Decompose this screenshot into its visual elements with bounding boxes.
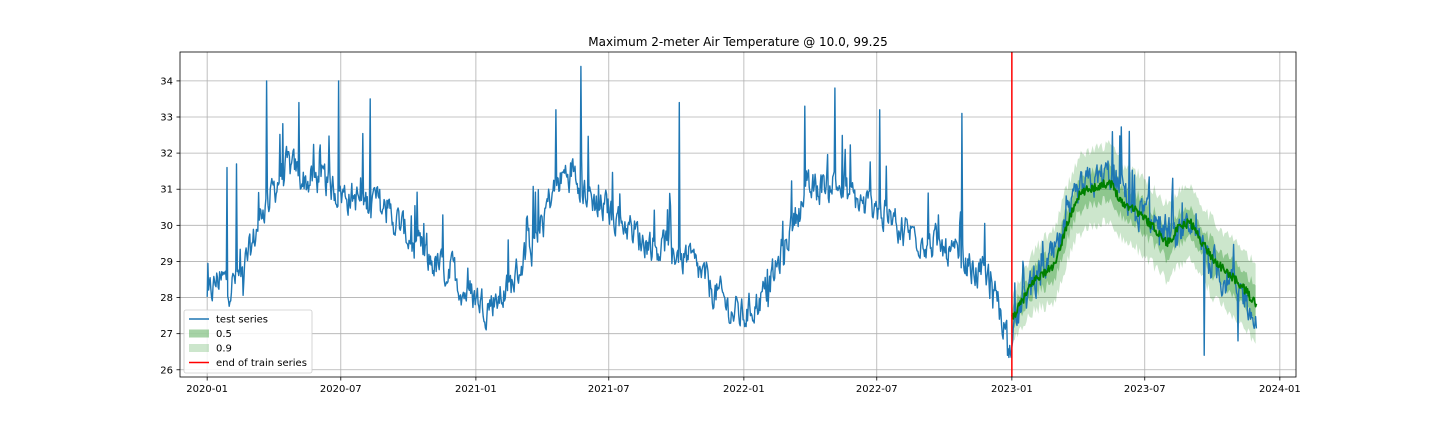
x-tick-label-7: 2023-07 [1124, 384, 1166, 395]
median-forecast-line [1011, 179, 1258, 320]
y-tick-label-0: 26 [160, 365, 173, 376]
x-tick-label-2: 2021-01 [455, 384, 497, 395]
x-tick-label-6: 2023-01 [991, 384, 1033, 395]
legend-label-3: end of train series [216, 358, 307, 369]
series-lines [206, 65, 1258, 359]
y-tick-label-4: 30 [160, 221, 173, 232]
legend: test series 0.5 0.9 end of train series [183, 309, 313, 374]
legend-label-1: 0.5 [216, 329, 232, 340]
y-tick-label-2: 28 [160, 293, 173, 304]
legend-swatch-1 [189, 329, 209, 338]
legend-label-2: 0.9 [216, 344, 232, 355]
y-tick-label-3: 29 [160, 257, 173, 268]
grid-lines [180, 52, 1296, 377]
band-0-5 [1011, 161, 1256, 329]
plot-area: 2020-01 2020-07 2021-01 2021-07 2022-01 2022-… [160, 51, 1301, 395]
legend-label-0: test series [216, 315, 268, 326]
y-tick-label-5: 31 [160, 185, 173, 196]
y-axis: 26 27 28 29 30 31 32 33 34 [160, 76, 180, 376]
y-tick-label-1: 27 [160, 329, 173, 340]
y-tick-label-7: 33 [160, 113, 173, 124]
y-tick-label-8: 34 [160, 76, 173, 87]
y-tick-label-6: 32 [160, 149, 173, 160]
x-tick-label-3: 2021-07 [588, 384, 630, 395]
x-tick-label-1: 2020-07 [320, 384, 362, 395]
x-tick-label-5: 2022-07 [856, 384, 898, 395]
x-axis: 2020-01 2020-07 2021-01 2021-07 2022-01 2022-… [186, 377, 1301, 395]
x-tick-label-8: 2024-01 [1259, 384, 1301, 395]
x-tick-label-0: 2020-01 [186, 384, 228, 395]
legend-box [183, 309, 313, 374]
x-tick-label-4: 2022-01 [723, 384, 765, 395]
test-series-line [206, 65, 1258, 359]
legend-swatch-2 [189, 344, 209, 352]
axes-frame [179, 51, 1297, 378]
chart-title: Maximum 2-meter Air Temperature @ 10.0, … [588, 35, 887, 49]
